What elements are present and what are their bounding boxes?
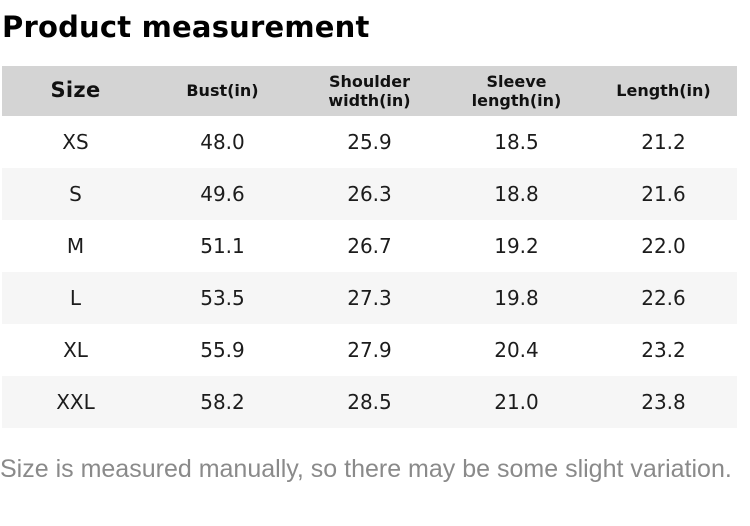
value-cell: 21.6: [590, 167, 737, 220]
value-cell: 48.0: [149, 115, 296, 168]
footnote: Size is measured manually, so there may …: [0, 454, 732, 483]
table-row-m: M 51.1 26.7 19.2 22.0: [2, 219, 737, 272]
value-cell: 23.8: [590, 375, 737, 428]
value-cell: 21.0: [443, 375, 590, 428]
page-title: Product measurement: [2, 10, 370, 44]
value-cell: 18.8: [443, 167, 590, 220]
value-cell: 25.9: [296, 115, 443, 168]
size-cell: XL: [2, 323, 149, 376]
header-row: Size Bust(in) Shoulder width(in) Sleeve …: [2, 65, 737, 116]
value-cell: 19.8: [443, 271, 590, 324]
value-cell: 58.2: [149, 375, 296, 428]
table-row-s: S 49.6 26.3 18.8 21.6: [2, 167, 737, 220]
value-cell: 49.6: [149, 167, 296, 220]
column-header-bust: Bust(in): [149, 65, 296, 116]
value-cell: 28.5: [296, 375, 443, 428]
size-cell: L: [2, 271, 149, 324]
value-cell: 27.9: [296, 323, 443, 376]
product-measurement-page: Product measurement Size Bust(in) Should…: [0, 10, 750, 526]
table-row-l: L 53.5 27.3 19.8 22.6: [2, 271, 737, 324]
value-cell: 26.3: [296, 167, 443, 220]
value-cell: 23.2: [590, 323, 737, 376]
column-header-length: Length(in): [590, 65, 737, 116]
value-cell: 18.5: [443, 115, 590, 168]
size-cell: S: [2, 167, 149, 220]
column-header-shoulder-width: Shoulder width(in): [296, 65, 443, 116]
value-cell: 22.0: [590, 219, 737, 272]
measurement-table: Size Bust(in) Shoulder width(in) Sleeve …: [2, 65, 737, 428]
value-cell: 20.4: [443, 323, 590, 376]
value-cell: 19.2: [443, 219, 590, 272]
table-row-xl: XL 55.9 27.9 20.4 23.2: [2, 323, 737, 376]
column-header-sleeve-length: Sleeve length(in): [443, 65, 590, 116]
value-cell: 21.2: [590, 115, 737, 168]
value-cell: 27.3: [296, 271, 443, 324]
value-cell: 26.7: [296, 219, 443, 272]
size-cell: XS: [2, 115, 149, 168]
value-cell: 51.1: [149, 219, 296, 272]
value-cell: 55.9: [149, 323, 296, 376]
size-cell: XXL: [2, 375, 149, 428]
value-cell: 53.5: [149, 271, 296, 324]
table-row-xs: XS 48.0 25.9 18.5 21.2: [2, 115, 737, 168]
value-cell: 22.6: [590, 271, 737, 324]
table-row-xxl: XXL 58.2 28.5 21.0 23.8: [2, 375, 737, 428]
column-header-size: Size: [2, 65, 149, 116]
size-cell: M: [2, 219, 149, 272]
